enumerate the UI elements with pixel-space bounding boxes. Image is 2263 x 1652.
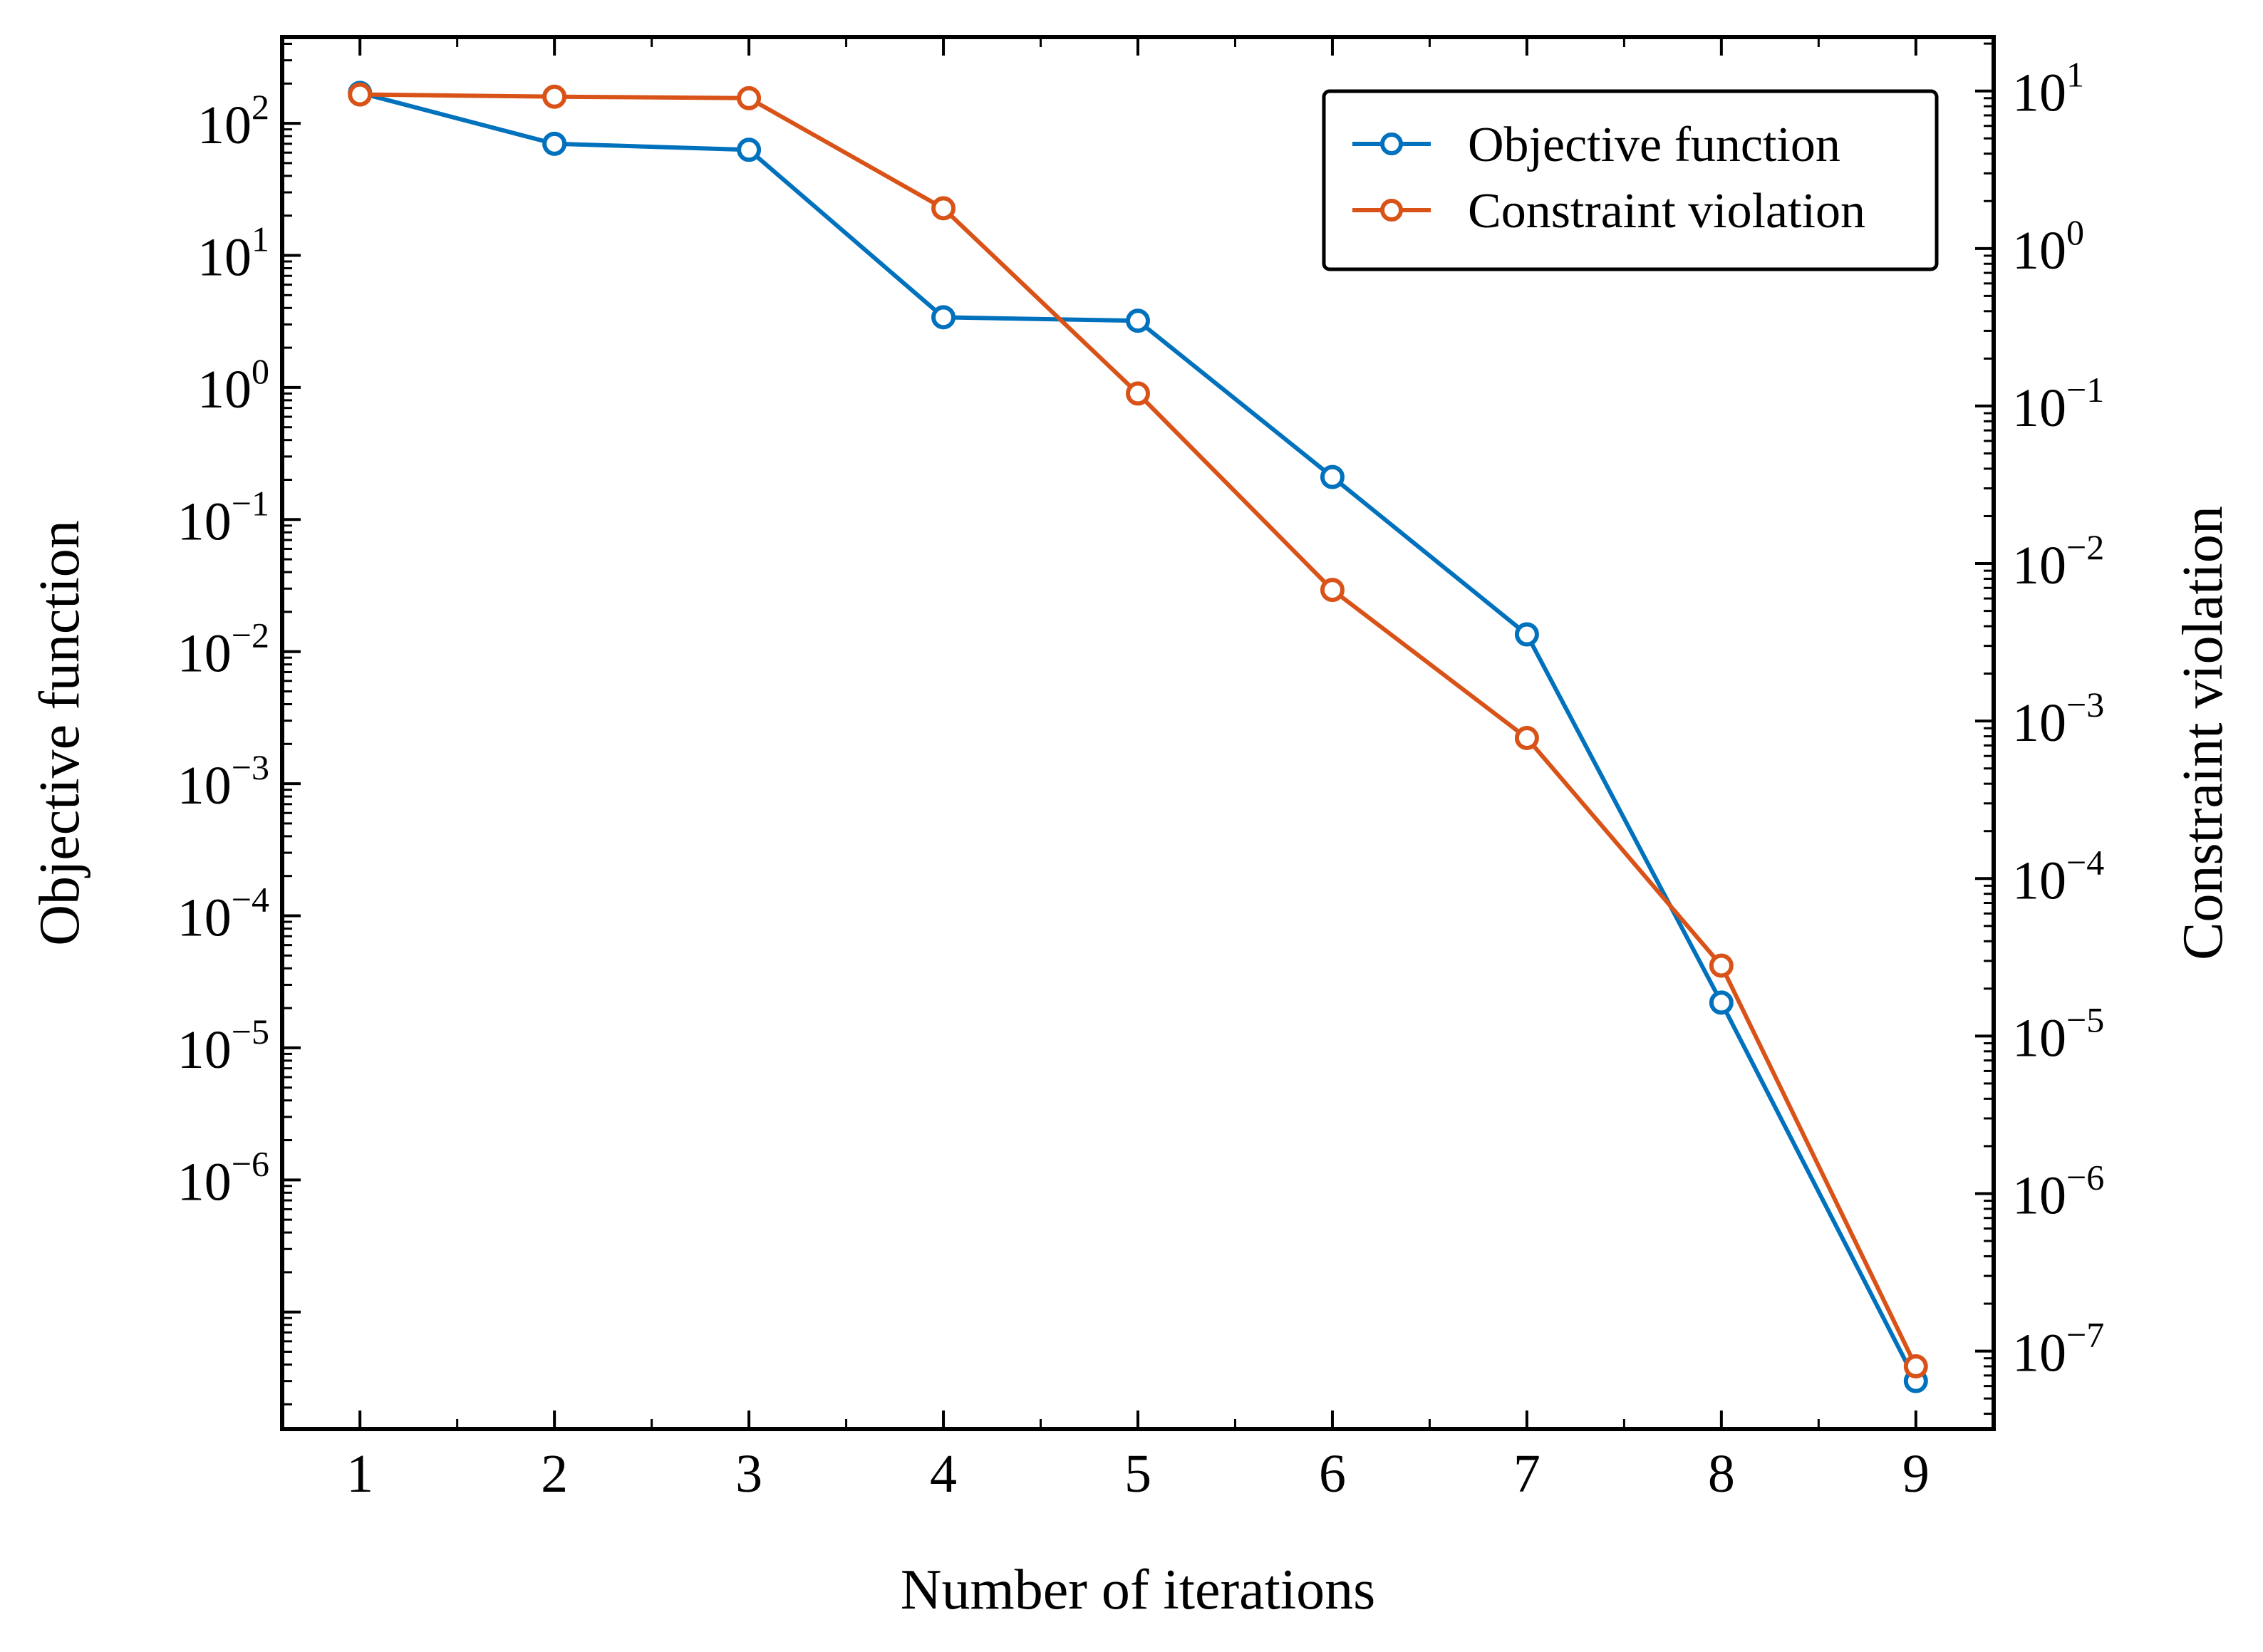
y2-tick-label: 10−4	[2012, 842, 2104, 910]
legend-box	[1322, 89, 1939, 271]
y-tick-label: 10−6	[177, 1143, 269, 1212]
y-tick-label: 101	[197, 219, 269, 288]
data-point-constraint	[1126, 381, 1150, 406]
y-tick-label: 100	[197, 351, 269, 420]
y-tick-label: 10−1	[177, 483, 269, 551]
y2-tick-label: 10−2	[2012, 527, 2104, 596]
y-tick-label: 10−2	[177, 615, 269, 684]
x-tick-label: 1	[346, 1444, 373, 1504]
x-tick-label: 7	[1513, 1444, 1540, 1504]
y-tick-label: 10−5	[177, 1012, 269, 1080]
x-tick-label: 3	[735, 1444, 762, 1504]
x-tick-label: 2	[541, 1444, 568, 1504]
data-point-constraint	[1709, 953, 1734, 978]
legend: Objective function Constraint violation	[1322, 89, 1939, 271]
x-tick-label: 4	[930, 1444, 957, 1504]
tick-labels-layer: 1 2 3 4 5 6 7 8 9 102 101 100 10−1 10−2 10−3 10−4 10−5 10…	[177, 55, 2104, 1504]
data-point-constraint	[1320, 578, 1345, 603]
y2-tick-label: 101	[2012, 55, 2084, 123]
y-tick-label: 10−4	[177, 880, 269, 948]
x-tick-label: 6	[1319, 1444, 1346, 1504]
series-line-objective	[359, 90, 1918, 1383]
data-point-objective	[1709, 990, 1734, 1015]
legend-objective-marker	[1380, 133, 1403, 155]
x-tick-label: 8	[1708, 1444, 1735, 1504]
y-axis-title: Objective function	[29, 520, 91, 946]
legend-constraint-marker	[1380, 199, 1403, 222]
y-tick-label: 102	[197, 87, 269, 155]
data-point-objective	[931, 305, 956, 330]
y2-axis-title: Constraint violation	[2172, 506, 2234, 960]
data-point-objective	[1514, 622, 1539, 647]
data-point-constraint	[931, 196, 956, 221]
y2-tick-label: 10−1	[2012, 370, 2104, 438]
series-line-constraint	[360, 92, 1918, 1368]
data-point-objective	[542, 131, 567, 156]
data-point-objective	[737, 137, 762, 162]
data-point-constraint	[542, 84, 567, 109]
x-tick-label: 5	[1124, 1444, 1151, 1504]
x-tick-label: 9	[1902, 1444, 1930, 1504]
series-layer	[348, 80, 1928, 1393]
y2-tick-label: 10−6	[2012, 1157, 2104, 1225]
y2-tick-label: 10−5	[2012, 999, 2104, 1068]
y2-tick-label: 10−3	[2012, 685, 2104, 753]
legend-constraint-label: Constraint violation	[1468, 184, 1865, 239]
x-axis-title: Number of iterations	[901, 1559, 1375, 1621]
data-point-objective	[1126, 308, 1150, 333]
plot-frame	[280, 35, 1996, 1431]
data-point-constraint	[348, 82, 373, 107]
y-tick-label: 10−3	[177, 747, 269, 816]
y2-tick-label: 100	[2012, 212, 2084, 281]
data-point-objective	[1320, 464, 1345, 489]
legend-objective-label: Objective function	[1468, 118, 1840, 172]
y2-tick-label: 10−7	[2012, 1315, 2104, 1383]
data-point-constraint	[1514, 726, 1539, 751]
data-point-constraint	[1903, 1354, 1928, 1379]
data-point-constraint	[737, 85, 762, 110]
